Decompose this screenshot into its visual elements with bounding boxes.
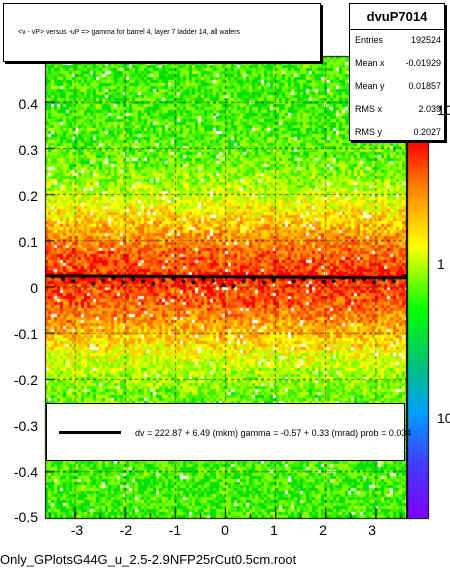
z-tick-label: 10 [437, 102, 450, 118]
plot-title: <v - vP> versus -uP => gamma for barrel … [18, 29, 241, 36]
stats-label: Entries [355, 35, 384, 45]
fit-result-text: dv = 222.87 + 6.49 (mkm) gamma = -0.57 +… [135, 428, 412, 438]
file-name-footer: Only_GPlotsG44G_u_2.5-2.9NFP25rCut0.5cm.… [0, 552, 297, 567]
y-tick-label: -0.4 [13, 464, 38, 480]
x-tick-label: -2 [119, 522, 133, 538]
stats-value: 192524 [410, 35, 441, 45]
fit-line-sample [59, 431, 121, 434]
stats-row-rms-y: RMS y 0.2027 [355, 127, 441, 137]
x-tick-label: 3 [368, 522, 376, 538]
x-tick-label: -1 [168, 522, 182, 538]
plot-title-box: <v - vP> versus -uP => gamma for barrel … [3, 3, 321, 62]
stats-label: RMS y [355, 127, 382, 137]
stats-row-entries: Entries 192524 [355, 35, 441, 45]
y-tick-label: 0.3 [18, 142, 38, 158]
y-tick-label: 0.2 [18, 188, 38, 204]
stats-value: 0.01857 [408, 81, 441, 91]
fit-legend-box: dv = 222.87 + 6.49 (mkm) gamma = -0.57 +… [46, 403, 411, 461]
stats-label: RMS x [355, 104, 382, 114]
y-tick-label: -0.2 [13, 372, 38, 388]
y-tick-label: -0.1 [13, 326, 38, 342]
x-tick-label: -3 [70, 522, 84, 538]
z-tick-label: 10 [437, 410, 450, 426]
x-tick-label: 2 [319, 522, 327, 538]
x-tick-label: 0 [221, 522, 229, 538]
y-tick-label: -0.5 [13, 509, 38, 525]
stats-label: Mean y [355, 81, 385, 91]
y-tick-label: 0 [30, 280, 38, 296]
stats-value: 0.2027 [413, 127, 441, 137]
y-tick-label: -0.3 [13, 418, 38, 434]
stats-row-rms-x: RMS x 2.039 [355, 104, 441, 114]
stats-value: -0.01929 [405, 58, 441, 68]
stats-box: dvuP7014 Entries 192524 Mean x -0.01929 … [349, 3, 445, 141]
x-tick-label: 1 [270, 522, 278, 538]
stats-row-mean-y: Mean y 0.01857 [355, 81, 441, 91]
stats-row-mean-x: Mean x -0.01929 [355, 58, 441, 68]
stats-histogram-name: dvuP7014 [350, 4, 444, 30]
stats-label: Mean x [355, 58, 385, 68]
stats-value: 2.039 [418, 104, 441, 114]
z-tick-label: 1 [437, 256, 445, 272]
y-tick-label: 0.4 [18, 96, 38, 112]
y-tick-label: 0.1 [18, 234, 38, 250]
